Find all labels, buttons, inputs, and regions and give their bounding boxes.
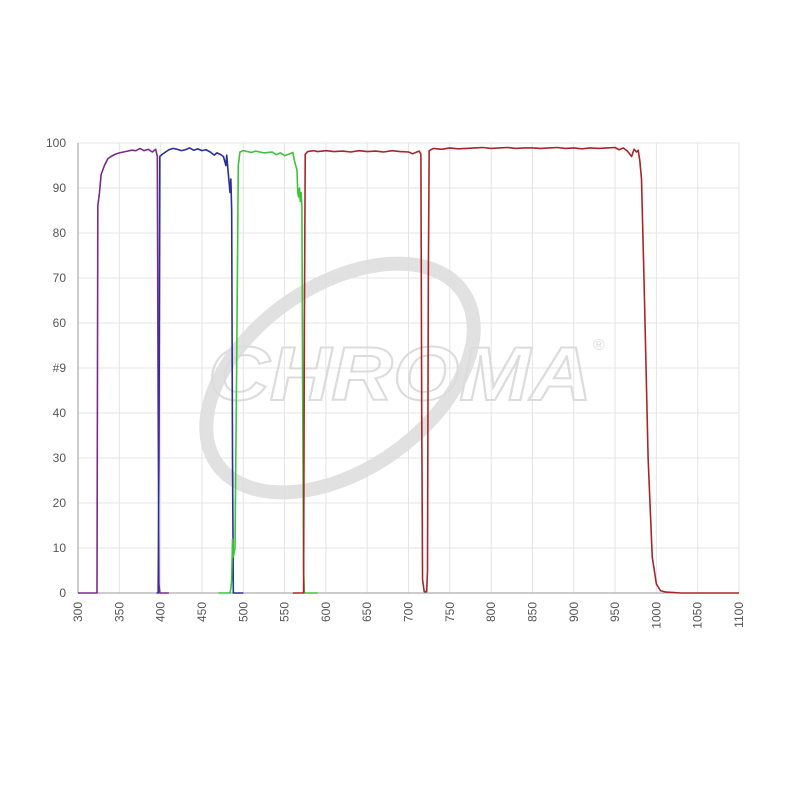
x-tick-label: 1000 <box>649 602 663 629</box>
x-tick-label: 400 <box>154 602 168 622</box>
y-tick-label: 30 <box>53 451 67 465</box>
x-tick-label: 750 <box>443 602 457 622</box>
series-line-1 <box>78 147 169 594</box>
watermark-logo-text: CHROMA <box>208 332 592 417</box>
y-tick-label: 40 <box>53 406 67 420</box>
y-tick-label: 20 <box>53 496 67 510</box>
x-tick-label: 900 <box>567 602 581 622</box>
x-tick-label: 650 <box>360 602 374 622</box>
axes <box>77 143 739 594</box>
y-tick-label: 0 <box>59 586 66 600</box>
y-tick-label: 80 <box>53 226 67 240</box>
y-tick-label: 100 <box>46 136 66 150</box>
x-tick-label: 450 <box>195 602 209 622</box>
x-tick-label: 500 <box>236 602 250 622</box>
x-tick-label: 950 <box>608 602 622 622</box>
x-tick-label: 600 <box>319 602 333 622</box>
x-tick-label: 1050 <box>691 602 705 629</box>
x-tick-label: 800 <box>484 602 498 622</box>
y-tick-labels: 0 10 20 30 40 #9 60 70 80 90 100 <box>46 136 66 600</box>
series-line-4 <box>292 146 739 594</box>
x-tick-label: 350 <box>112 602 126 622</box>
y-tick-label: 70 <box>53 271 67 285</box>
y-tick-label: 60 <box>53 316 67 330</box>
x-tick-label: 850 <box>525 602 539 622</box>
series-line-2 <box>156 147 244 594</box>
x-tick-label: 300 <box>71 602 85 622</box>
series-line-3 <box>218 149 318 594</box>
x-tick-label: 1100 <box>732 602 746 628</box>
x-tick-label: 550 <box>278 602 292 622</box>
watermark-registered-mark: ® <box>593 337 605 354</box>
series-lines <box>78 146 739 594</box>
chroma-watermark: CHROMA ® <box>199 256 605 500</box>
x-tick-labels: 300 350 400 450 500 550 600 650 700 750 800 850 900 9… <box>71 602 746 629</box>
y-tick-label: 10 <box>53 541 67 555</box>
x-tick-label: 700 <box>402 602 416 622</box>
y-tick-label: 90 <box>53 181 67 195</box>
watermark-swoosh <box>199 256 481 500</box>
y-tick-label: #9 <box>53 361 67 375</box>
